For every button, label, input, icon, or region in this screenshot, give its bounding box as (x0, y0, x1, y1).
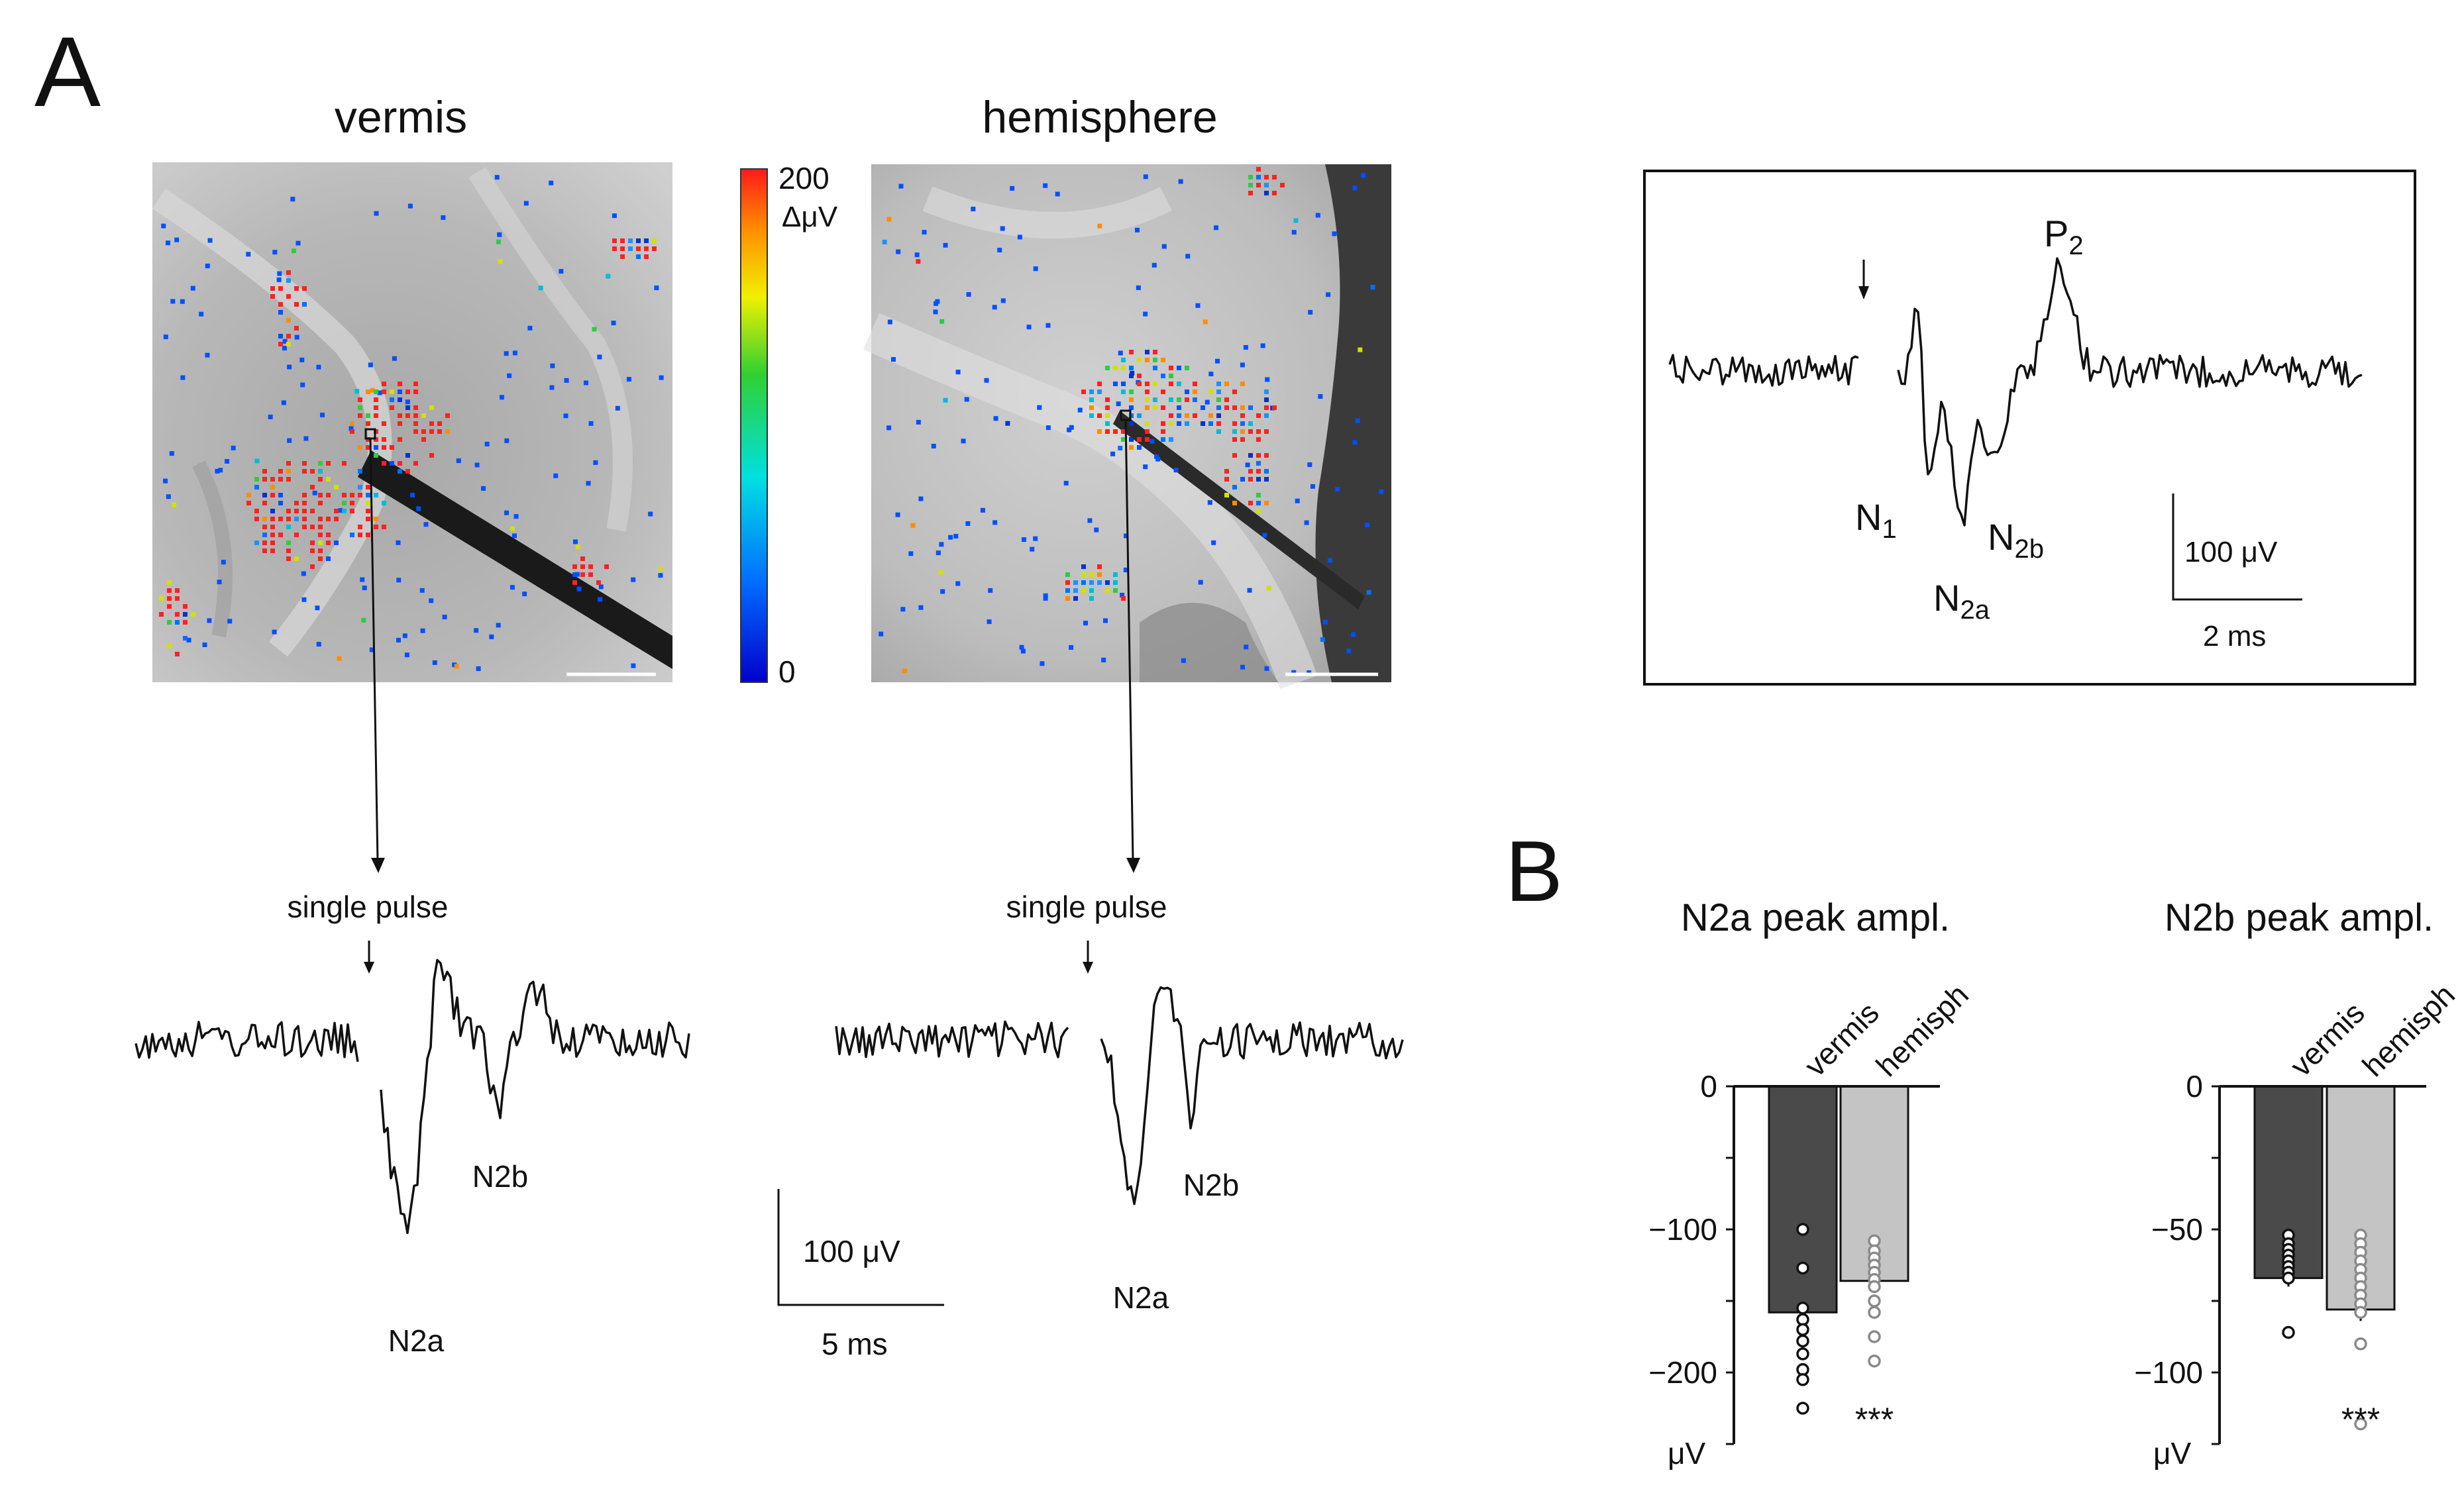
inset-p2-label: P2 (2044, 213, 2084, 260)
significance-marker: *** (1855, 1401, 1894, 1438)
colorbar-unit: ΔμV (782, 201, 838, 233)
hemisphere-stim-arrow (1083, 941, 1093, 974)
chart-title: N2a peak ampl. (1681, 896, 1950, 939)
y-tick-label: −100 (2134, 1355, 2203, 1390)
data-point (1796, 1323, 1809, 1336)
data-point (1868, 1306, 1881, 1319)
hemisphere-n2a-label: N2a (1113, 1280, 1169, 1315)
data-point (1796, 1402, 1809, 1415)
y-tick-label: 0 (2186, 1069, 2203, 1104)
hemisphere-recording-pointer (1120, 409, 1140, 873)
panel-b-bar-charts: N2a peak ampl.vermishemisph0−100−200μV**… (1648, 896, 2461, 1471)
y-tick-label: −50 (2151, 1212, 2203, 1247)
hemisphere-n2b-label: N2b (1183, 1168, 1239, 1202)
scale-amplitude-label: 100 μV (803, 1234, 900, 1268)
data-point (2354, 1306, 2367, 1319)
chart-title: N2b peak ampl. (2165, 896, 2434, 939)
data-point (1796, 1347, 1809, 1361)
data-point (1868, 1294, 1881, 1308)
category-label: vermis (1797, 996, 1886, 1084)
inset-n2a-subscript: 2a (1960, 595, 1990, 625)
colorbar: 200 ΔμV 0 (740, 161, 838, 689)
y-tick-label: −200 (1648, 1355, 1717, 1390)
hemisphere-trace (835, 986, 1404, 1206)
y-axis-label: μV (2153, 1436, 2192, 1471)
inset-scale-amplitude: 100 μV (2184, 536, 2278, 568)
bar-vermis (1768, 1085, 1838, 1314)
vermis-n2a-label: N2a (388, 1323, 445, 1358)
scale-time-label: 5 ms (822, 1327, 888, 1361)
vermis-recording-pointer (364, 428, 385, 873)
inset-scale-time: 2 ms (2203, 620, 2266, 652)
vermis-title: vermis (335, 92, 467, 142)
inset-trace-box: N1 N2a N2b P2 100 μV 2 ms (1643, 170, 2416, 686)
data-point (2354, 1337, 2367, 1351)
inset-stim-arrow (1858, 260, 1869, 299)
vermis-stim-label: single pulse (288, 890, 449, 924)
data-point (1868, 1354, 1881, 1368)
inset-n1-label: N1 (1855, 496, 1897, 544)
inset-scale-bar (2172, 493, 2302, 601)
data-point (1796, 1334, 1809, 1348)
hemisphere-title: hemisphere (982, 92, 1217, 142)
inset-trace (1668, 257, 2363, 527)
y-tick-label: 0 (1700, 1069, 1717, 1104)
y-tick-label: −100 (1648, 1212, 1717, 1247)
trace-scale-bar: 100 μV 5 ms (777, 1189, 944, 1361)
y-axis-label: μV (1668, 1436, 1706, 1471)
hemisphere-image (863, 164, 1391, 689)
vermis-image (152, 162, 672, 682)
data-point (2282, 1325, 2295, 1339)
vermis-n2b-label: N2b (472, 1159, 528, 1194)
inset-n2a-label: N2a (1933, 577, 1990, 625)
data-point (1868, 1330, 1881, 1343)
data-point (1868, 1280, 1881, 1294)
panel-a-letter: A (34, 16, 101, 127)
inset-n2b-subscript: 2b (2014, 535, 2044, 564)
data-point (1796, 1373, 1809, 1386)
vermis-activity-map (159, 175, 664, 671)
significance-marker: *** (2341, 1401, 2380, 1438)
hemisphere-stim-label: single pulse (1006, 890, 1167, 924)
colorbar-max-label: 200 (778, 161, 830, 195)
inset-p2-subscript: 2 (2068, 231, 2083, 260)
category-label: hemisph (2355, 977, 2461, 1083)
category-label: vermis (2283, 996, 2371, 1084)
data-point (1796, 1261, 1809, 1275)
colorbar-min-label: 0 (778, 654, 796, 689)
vermis-stim-arrow (364, 941, 374, 974)
data-point (1796, 1223, 1809, 1236)
vermis-trace (134, 958, 690, 1235)
category-label: hemisph (1869, 977, 1975, 1083)
data-point (2282, 1271, 2295, 1285)
data-point (2354, 1418, 2367, 1431)
data-point (1796, 1302, 1809, 1315)
inset-n2b-label: N2b (1988, 516, 2044, 564)
panel-b-letter: B (1505, 823, 1563, 919)
inset-n1-subscript: 1 (1882, 515, 1896, 544)
hemisphere-activity-map (879, 167, 1384, 676)
